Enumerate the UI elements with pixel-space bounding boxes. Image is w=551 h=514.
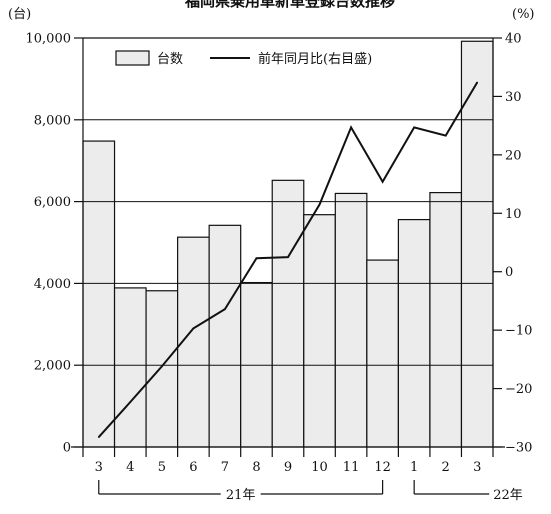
bar — [366, 259, 399, 448]
bar — [303, 214, 336, 448]
x-tick-label: 2 — [442, 460, 450, 475]
yoy-point — [255, 257, 258, 260]
x-tick-label: 3 — [95, 460, 103, 475]
legend-bar-label: 台数 — [157, 52, 183, 67]
yoy-point — [287, 256, 289, 258]
left-tick-label: 8,000 — [34, 113, 71, 128]
x-tick-label: 7 — [221, 460, 229, 475]
legend: 台数 前年同月比(右目盛) — [115, 50, 372, 67]
x-tick-label: 4 — [126, 460, 134, 475]
bar — [113, 287, 147, 448]
x-tick-label: 9 — [284, 460, 292, 475]
left-tick-label: 0 — [63, 441, 71, 456]
yoy-point — [350, 126, 352, 129]
bar — [208, 224, 242, 448]
legend-line-label: 前年同月比(右目盛) — [258, 51, 372, 67]
bar — [334, 192, 368, 448]
left-tick-label: 6,000 — [34, 195, 71, 210]
yoy-point — [224, 308, 226, 310]
right-tick-label: −30 — [505, 441, 532, 456]
right-tick-label: 0 — [505, 265, 513, 280]
right-tick-label: 10 — [505, 207, 522, 222]
x-tick-label: 1 — [410, 460, 418, 475]
line-layer — [97, 81, 479, 438]
bar — [397, 218, 431, 448]
right-axis-unit: (%) — [512, 7, 535, 22]
x-tick-label: 5 — [158, 460, 166, 475]
yoy-point — [129, 401, 132, 403]
yoy-point — [161, 365, 163, 368]
bar — [145, 290, 179, 448]
x-tick-label: 6 — [189, 460, 197, 475]
right-tick-label: 30 — [505, 90, 522, 105]
yoy-point — [476, 81, 479, 84]
axes-layer: 0 2,000 4,000 6,000 8,000 10,000 −30 −20 −10 0 10 2… — [26, 32, 533, 504]
chart-title: 福岡県乗用車新車登録台数推移 — [184, 0, 395, 10]
bar — [82, 140, 116, 448]
yoy-point — [192, 327, 195, 330]
year-label: 21年 — [226, 488, 256, 503]
gridline-layer — [83, 119, 493, 366]
x-tick-label: 11 — [343, 460, 360, 475]
x-tick-label: 3 — [473, 460, 481, 475]
bar — [429, 192, 463, 448]
right-tick-label: 40 — [505, 32, 522, 47]
legend-bar-swatch — [115, 50, 150, 66]
right-tick-label: −20 — [505, 382, 532, 397]
x-tick-label: 10 — [311, 460, 328, 475]
left-tick-label: 10,000 — [26, 32, 72, 47]
bar — [271, 179, 305, 448]
left-tick-label: 4,000 — [34, 277, 71, 292]
right-tick-label: −10 — [505, 324, 532, 339]
left-axis-unit: (台) — [8, 7, 31, 22]
yoy-point — [318, 203, 321, 206]
left-tick-label: 2,000 — [34, 359, 71, 374]
x-tick-label: 12 — [374, 460, 391, 475]
yoy-point — [381, 180, 384, 183]
yoy-point — [444, 134, 447, 137]
right-tick-label: 20 — [505, 148, 522, 163]
yoy-point — [97, 436, 100, 438]
year-label: 22年 — [493, 488, 523, 503]
yoy-point — [413, 126, 415, 129]
x-tick-label: 8 — [252, 460, 260, 475]
